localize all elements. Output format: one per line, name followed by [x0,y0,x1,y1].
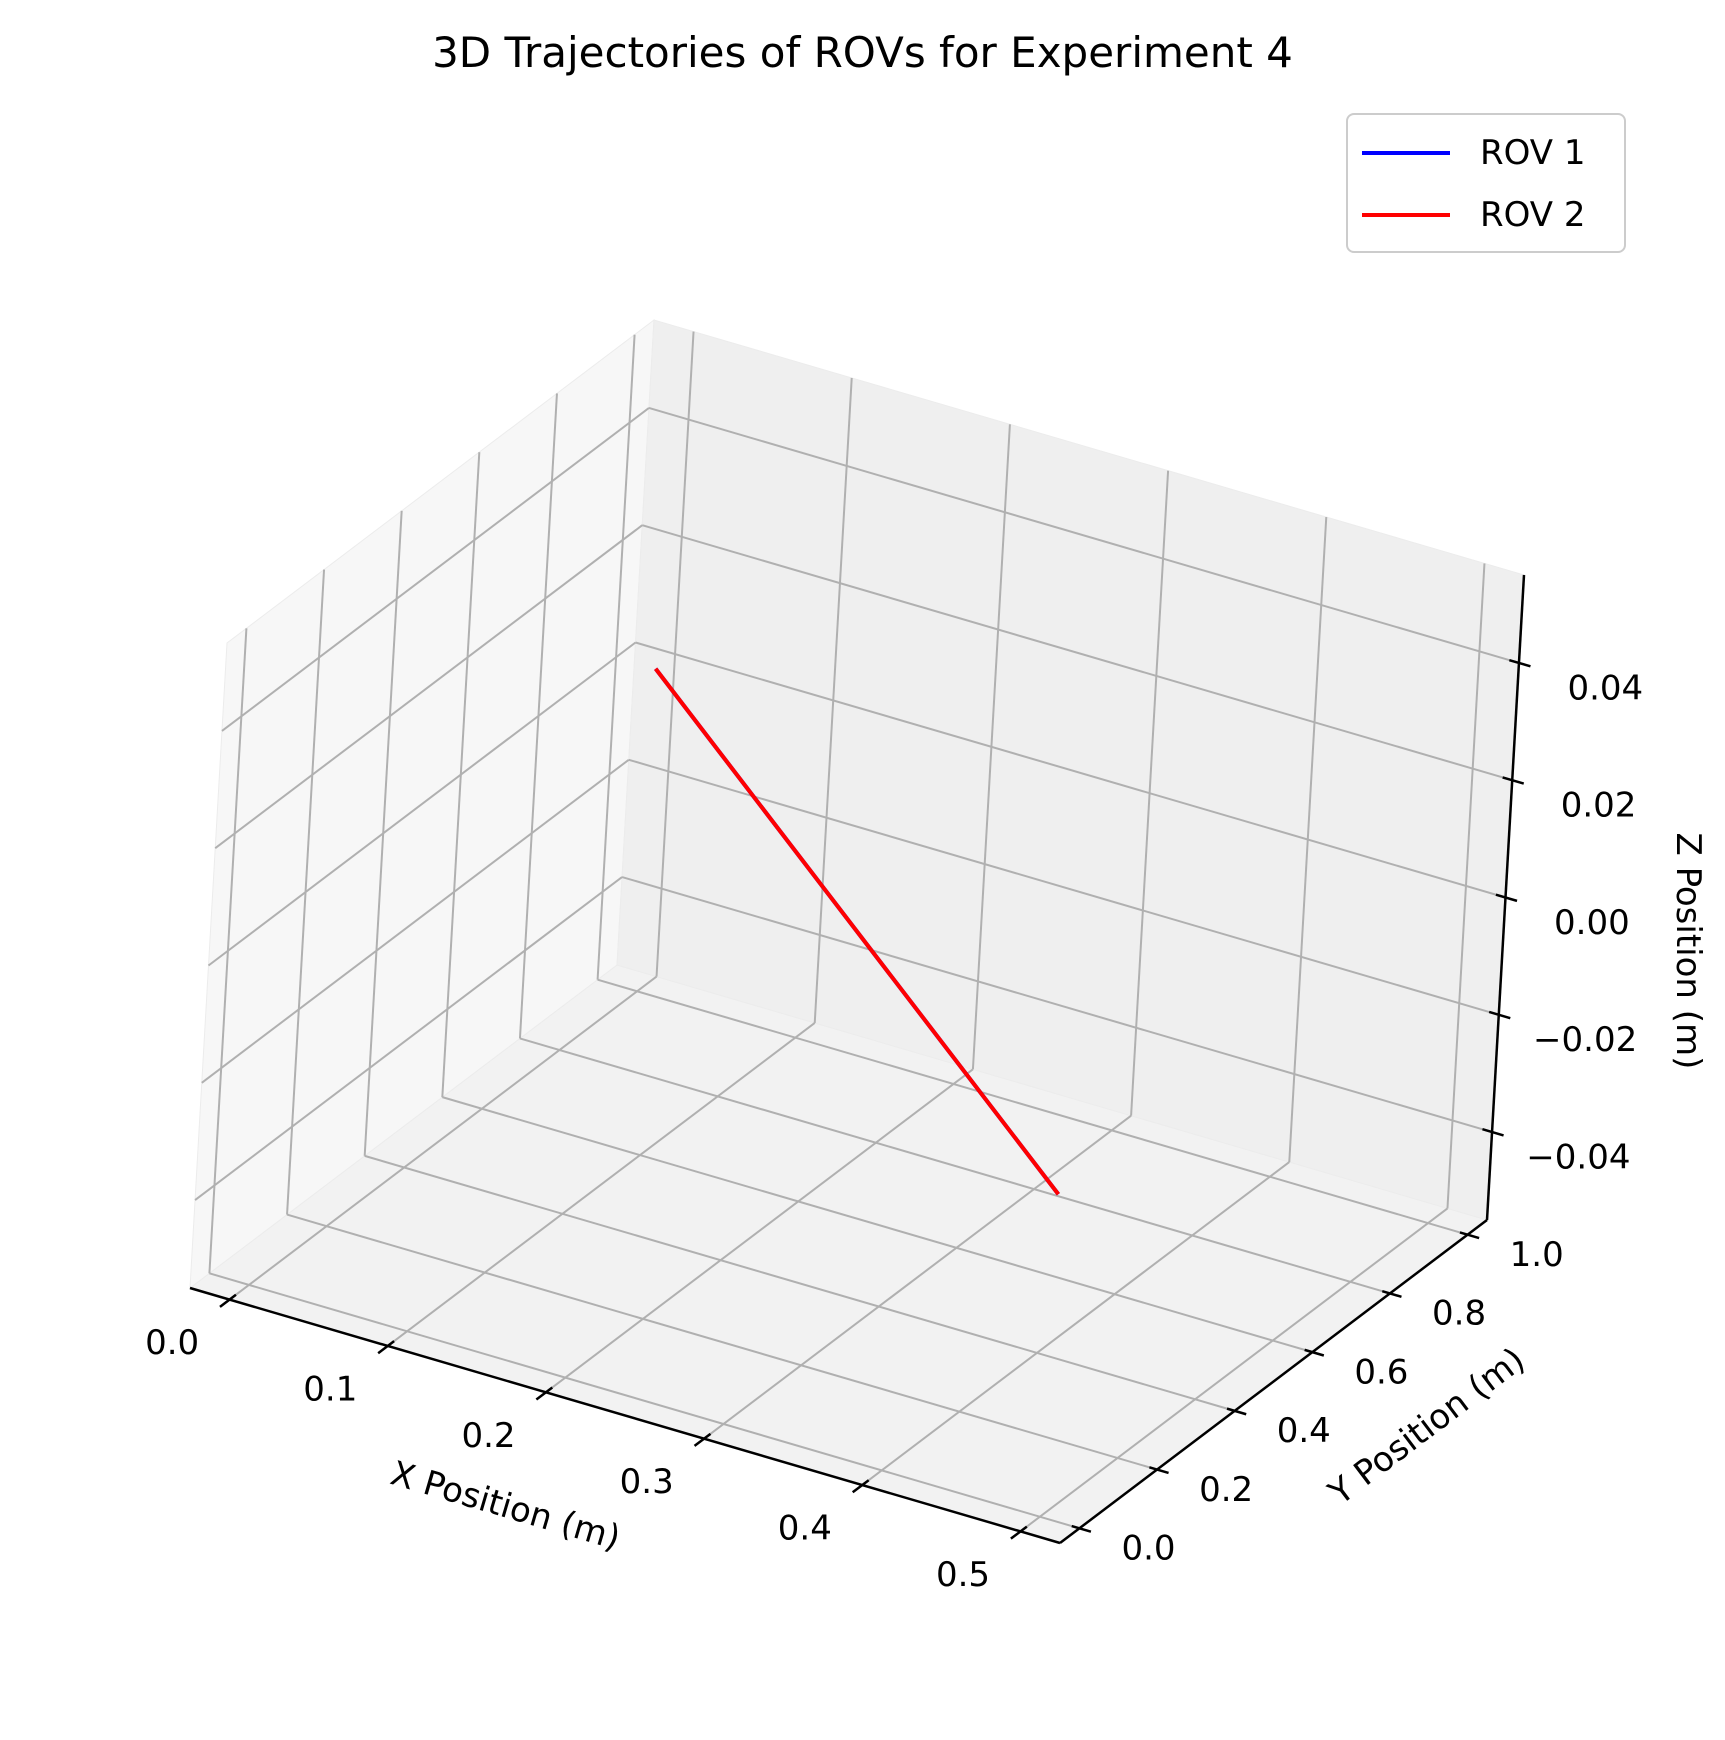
x-tick [693,1432,712,1447]
legend-swatch-rov-2 [1362,213,1450,217]
z-tick [1502,776,1525,785]
grid-line [228,975,658,1301]
chart-title: 3D Trajectories of ROVs for Experiment 4 [432,28,1293,77]
z-axis-label: Z Position (m) [1668,832,1708,1069]
grid-line [635,641,1506,899]
z-tick-label: 0.02 [1561,786,1637,826]
x-tick [219,1293,237,1308]
x-tick [1010,1525,1028,1540]
grid-line [621,876,1493,1134]
x-tick-label: 0.1 [303,1369,357,1409]
z-tick-label: 0.00 [1554,903,1630,943]
y-tick-label: 1.0 [1510,1235,1564,1275]
grid-line [703,1114,1132,1440]
y-tick-label: 0.2 [1199,1470,1253,1510]
y-tick [1226,1407,1247,1416]
y-tick [1071,1524,1092,1533]
legend-label-rov-2: ROV 2 [1480,195,1586,235]
grid-line [597,978,1468,1236]
grid-line [207,641,637,967]
x-tick-label: 0.4 [778,1508,832,1548]
x-tick-label: 0.0 [145,1323,199,1363]
x-tick-label: 0.2 [461,1416,515,1456]
y-tick-label: 0.6 [1354,1352,1408,1392]
y-tick-label: 0.4 [1277,1411,1331,1451]
grid-line [214,524,643,850]
grid-line [364,1154,1235,1412]
grid-line [442,1096,1313,1354]
legend-item-rov-1: ROV 1 [1362,128,1586,178]
grid-line [209,1272,1080,1530]
grid-line [194,876,623,1201]
grid-line [286,1213,1158,1471]
legend: ROV 1 ROV 2 [1346,113,1626,253]
tick-marks [219,658,1531,1540]
y-tick [1381,1289,1402,1298]
y-axis-label: Y Position (m) [1321,1340,1533,1514]
grid-line [201,758,630,1084]
x-axis-line [189,1286,1061,1545]
y-tick-label: 0.8 [1432,1294,1486,1334]
grid-line [641,524,1513,782]
x-tick [851,1479,870,1494]
grid-line [519,1037,1391,1295]
z-tick-label: −0.04 [1526,1137,1630,1177]
z-tick-label: −0.02 [1533,1020,1637,1060]
grid-line [545,1068,974,1394]
x-tick [377,1340,395,1355]
series-line-2 [654,667,1060,1196]
grid-line [1019,1207,1449,1533]
z-tick [1482,1128,1504,1137]
series-lines [654,667,1060,1196]
y-tick [1304,1348,1325,1357]
x-tick-label: 0.5 [936,1555,990,1595]
y-axis-line [1059,1219,1488,1544]
grid-line [648,406,1520,664]
z-tick [1488,1010,1511,1020]
legend-item-rov-2: ROV 2 [1362,190,1586,240]
z-tick [1495,893,1518,903]
tick-labels: 0.0 0.1 0.2 0.3 0.4 0.5 0.0 0.2 0.4 0.6 0.8 1.0 −0.0… [145,668,1643,1595]
y-tick-label: 0.0 [1121,1529,1175,1569]
y-tick [1459,1231,1480,1240]
x-axis-label: X Position (m) [386,1453,625,1558]
y-tick [1149,1466,1169,1475]
legend-swatch-rov-1 [1362,151,1450,155]
grid-line [861,1161,1290,1486]
grid-line [221,407,650,732]
x-tick [535,1386,554,1401]
legend-label-rov-1: ROV 1 [1480,133,1586,173]
grid-lines [194,331,1520,1533]
z-tick [1509,658,1531,668]
grid-line [628,758,1500,1016]
z-tick-label: 0.04 [1567,668,1643,708]
grid-line [387,1022,816,1347]
x-tick-label: 0.3 [620,1462,674,1502]
